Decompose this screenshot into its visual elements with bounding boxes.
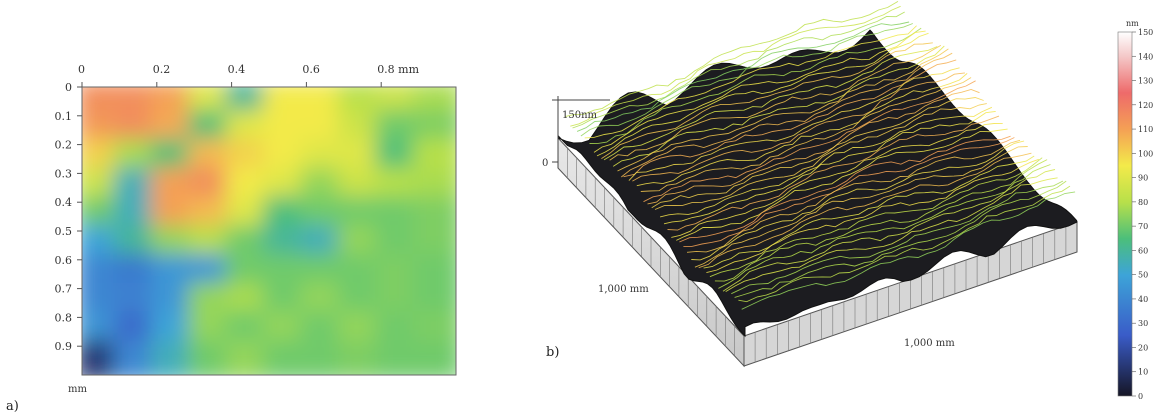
surface-contour-line <box>667 115 1000 231</box>
y-tick-label: 0.9 <box>55 340 73 353</box>
surface-contour-lines <box>565 1 1076 310</box>
surface-contour-line <box>714 159 1048 282</box>
surface-contour-line <box>612 45 945 167</box>
surface-contour-line <box>621 52 953 178</box>
surface-contour-line <box>706 158 1039 274</box>
colorbar-tick-label: 50 <box>1138 271 1148 280</box>
colorbar-tick-label: 130 <box>1138 77 1153 86</box>
surface-contour-line <box>640 77 972 192</box>
surface-contour-line <box>683 137 1015 247</box>
colorbar-tick-label: 40 <box>1138 295 1148 304</box>
colorbar-tick-label: 140 <box>1138 52 1153 61</box>
surface-z-label: 150nm <box>562 110 598 121</box>
x-tick-label: 0.6 <box>302 63 320 76</box>
surface-top <box>557 29 1078 338</box>
surface-contour-line <box>617 48 949 172</box>
colorbar-tick-label: 60 <box>1138 246 1148 255</box>
surface-contour-line <box>584 25 917 139</box>
colorbar-tick-label: 150 <box>1138 28 1153 37</box>
x-tick-label: 0.2 <box>153 63 171 76</box>
colorbar-tick-label: 110 <box>1138 125 1153 134</box>
surface-contour-line <box>609 45 942 161</box>
surface-contour-line <box>694 146 1028 268</box>
surface-contour-line <box>738 185 1071 303</box>
colorbar-tick-label: 80 <box>1138 198 1148 207</box>
colorbar-tick-label: 30 <box>1138 319 1148 328</box>
colorbar-tick-label: 20 <box>1138 343 1148 352</box>
y-tick-label: 0.4 <box>55 196 73 209</box>
surface-contour-line <box>565 1 899 117</box>
surface-contour-line <box>589 27 922 144</box>
surface-contour-line <box>741 191 1076 310</box>
colorbar-tick-label: 10 <box>1138 368 1148 377</box>
colorbar-strip <box>1117 31 1133 397</box>
colorbar-tick-label: 90 <box>1138 174 1148 183</box>
y-tick-label: 0.7 <box>55 283 73 296</box>
x-tick-label: 0 <box>78 63 85 76</box>
surface-y-label: 1,000 mm <box>904 338 955 349</box>
surface-contour-line <box>734 180 1067 298</box>
surface-contour-line <box>679 135 1011 243</box>
surface-contour-line <box>628 67 960 181</box>
x-tick-label: 0.8 mm <box>377 63 419 76</box>
surface-contour-line <box>691 140 1025 261</box>
surface-contour-line <box>636 73 968 187</box>
colorbar-unit: nm <box>1126 19 1139 28</box>
y-tick-label: 0.5 <box>55 225 73 238</box>
surface-contour-line <box>703 155 1035 269</box>
colorbar-tick-label: 120 <box>1138 101 1153 110</box>
surface-contour-line <box>632 72 965 182</box>
surface-contour-line <box>580 23 913 137</box>
surface-x-label: 1,000 mm <box>598 284 649 295</box>
surface-contour-line <box>570 5 901 127</box>
heatmap-cells <box>82 87 456 375</box>
y-tick-label: 0.1 <box>55 110 73 123</box>
surface-contour-line <box>603 46 938 161</box>
surface-contour-line <box>722 169 1056 292</box>
surface-contour-line <box>709 157 1043 278</box>
surface-contour-line <box>731 180 1064 295</box>
surface-contour-line <box>572 11 905 129</box>
colorbar-tick-label: 70 <box>1138 222 1148 231</box>
surface-contour-line <box>718 164 1051 289</box>
surface-contour-line <box>698 152 1032 269</box>
surface-contour-line <box>593 30 926 153</box>
y-tick-label: 0.8 <box>55 311 73 324</box>
surface-wall-grid <box>566 147 1067 363</box>
surface-contour-line <box>623 59 957 178</box>
surface-contour-line <box>676 128 1008 241</box>
x-tick-label: 0.4 <box>228 63 246 76</box>
heatmap-panel: 0 0.2 0.4 0.6 0.8 mm 00.10.20.30.40.50.60.70… <box>6 63 457 414</box>
surface-contour-line <box>671 122 1003 238</box>
surface-contour-line <box>576 21 910 132</box>
heatmap-y-ticks: 0 0.1 0.2 0.3 0.4 0.5 0.6 0.7 0.8 0.9 <box>55 81 82 353</box>
surface-z-zero: 0 <box>542 158 548 169</box>
y-tick-label: 0 <box>65 81 72 94</box>
surface-contour-line <box>654 103 987 210</box>
surface-contour-line <box>651 97 984 209</box>
surface-contour-line <box>643 80 976 203</box>
panel-b-label: b) <box>546 345 559 360</box>
surface-contour-line <box>596 32 929 157</box>
y-tick-label: 0.2 <box>55 139 73 152</box>
surface-contour-line <box>659 106 993 218</box>
surface-contour-line <box>725 177 1058 292</box>
y-tick-label: 0.3 <box>55 167 73 180</box>
heatmap-y-unit-label: mm <box>68 384 87 395</box>
colorbar-tick-label: 0 <box>1138 392 1143 401</box>
heatmap-x-ticks: 0 0.2 0.4 0.6 0.8 mm <box>78 63 420 87</box>
surface-panel: 150nm 0 1,000 mm 1,000 mm b) <box>542 1 1078 368</box>
y-tick-label: 0.6 <box>55 254 73 267</box>
surface-contour-line <box>601 42 933 159</box>
panel-a-label: a) <box>6 399 19 414</box>
surface-contour-line <box>686 139 1021 253</box>
colorbar-tick-label: 100 <box>1138 149 1153 158</box>
surface-contour-line <box>663 110 996 225</box>
heatmap-cell <box>412 340 456 375</box>
surface-contour-line <box>647 89 980 205</box>
